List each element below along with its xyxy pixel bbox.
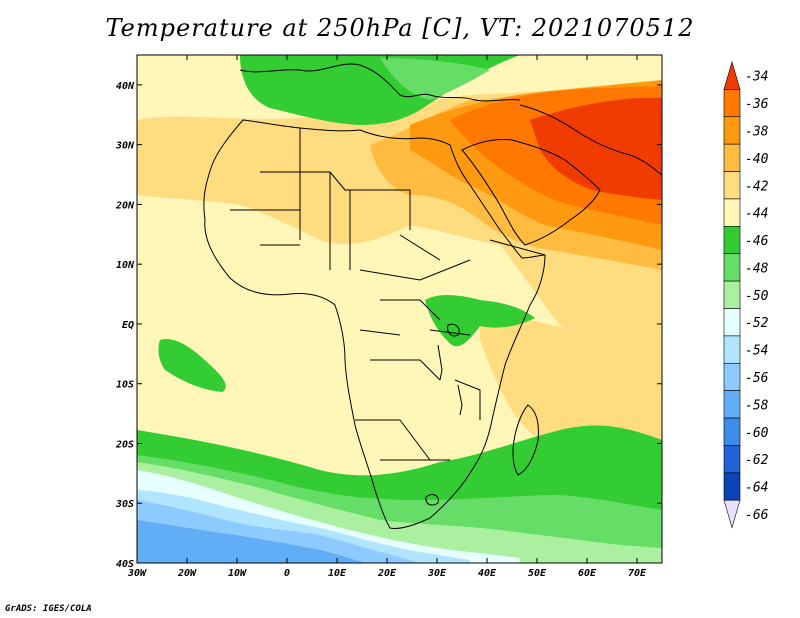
colorbar-swatch — [723, 171, 741, 200]
colorbar-swatch — [723, 417, 741, 446]
colorbar-bottom-arrow — [723, 499, 741, 529]
field-minus34 — [530, 98, 662, 200]
colorbar-swatch — [723, 335, 741, 364]
europe-coast — [239, 63, 521, 102]
colorbar-label: -64 — [745, 481, 768, 496]
colorbar-swatch — [723, 390, 741, 419]
credit-text: GrADS: IGES/COLA — [5, 604, 92, 614]
colorbar-label: -48 — [745, 261, 769, 276]
colorbar-label: -46 — [745, 234, 769, 249]
y-tick-label: 30N — [115, 141, 135, 152]
x-tick-label: 70E — [628, 568, 647, 579]
colorbar-swatch — [723, 143, 741, 172]
colorbar-swatch — [723, 472, 741, 501]
x-tick-label: 20E — [377, 568, 397, 579]
colorbar-swatch — [723, 116, 741, 145]
field-south-warm — [480, 300, 662, 460]
iran-coast — [519, 104, 662, 176]
y-tick-label: 20S — [115, 439, 134, 450]
y-tick-label: 10N — [116, 260, 135, 271]
field-ea-green — [425, 295, 535, 347]
y-tick-label: EQ — [122, 320, 134, 331]
colorbar-label: -42 — [745, 179, 769, 194]
x-tick-label: 10W — [228, 568, 247, 579]
colorbar-label: -34 — [745, 70, 768, 85]
y-axis: 40N 30N 20N 10N EQ 10S 20S 30S 40S — [115, 81, 662, 570]
x-tick-label: 50E — [528, 568, 547, 579]
madagascar — [512, 404, 539, 476]
colorbar-swatch — [723, 226, 741, 255]
colorbar-label: -40 — [745, 152, 769, 167]
colorbar-label: -66 — [745, 508, 769, 523]
field-atlantic-patch — [158, 339, 226, 392]
colorbar-label: -56 — [745, 371, 769, 386]
borders — [230, 128, 546, 461]
y-tick-label: 20N — [115, 200, 135, 211]
plot-frame — [136, 54, 663, 564]
arabia-coast — [461, 139, 601, 246]
colorbar-label: -54 — [745, 344, 768, 359]
colorbar-swatch — [723, 89, 741, 118]
y-tick-label: 10S — [116, 380, 134, 391]
field-south-58 — [137, 520, 365, 563]
lesotho — [425, 494, 439, 506]
lake-tanganyika — [437, 344, 443, 381]
y-tick-label: 40N — [116, 81, 135, 92]
colorbar-label: -58 — [745, 398, 769, 413]
colorbar-label: -36 — [745, 97, 769, 112]
field-med-light — [380, 58, 490, 100]
colorbar-label: -38 — [745, 124, 769, 139]
colorbar-swatch — [723, 445, 741, 474]
x-tick-label: 0 — [284, 568, 290, 579]
map-title: Temperature at 250hPa [C], VT: 202107051… — [105, 14, 695, 42]
colorbar-label: -62 — [745, 453, 769, 468]
y-tick-label: 40S — [116, 559, 134, 570]
field-fill — [137, 55, 662, 563]
colorbar-swatch — [723, 308, 741, 337]
colorbar-label: -60 — [745, 426, 769, 441]
lake-victoria — [447, 323, 460, 337]
colorbar-swatch — [723, 362, 741, 391]
y-tick-label: 30S — [115, 499, 134, 510]
x-tick-label: 30W — [127, 568, 147, 579]
colorbar-swatch — [723, 198, 741, 227]
colorbar-label: -50 — [745, 289, 769, 304]
lake-malawi — [457, 384, 463, 416]
x-tick-label: 20W — [177, 568, 197, 579]
x-axis: 30W 20W 10W 0 10E 20E 30E 40E 50E 60E 70E — [127, 55, 647, 579]
x-tick-label: 60E — [578, 568, 597, 579]
africa-coast — [203, 119, 546, 529]
colorbar-label: -44 — [745, 207, 768, 222]
x-tick-label: 10E — [328, 568, 347, 579]
coastlines — [203, 63, 662, 529]
x-tick-label: 30E — [427, 568, 447, 579]
colorbar-swatch — [723, 253, 741, 282]
x-tick-label: 40E — [478, 568, 497, 579]
colorbar-label: -52 — [745, 316, 769, 331]
colorbar: -34 -36 -38 -40 -42 -44 -46 -48 -50 -52 -54 -56 -58 -… — [723, 60, 769, 529]
colorbar-top-arrow — [723, 60, 741, 90]
colorbar-swatch — [723, 280, 741, 309]
